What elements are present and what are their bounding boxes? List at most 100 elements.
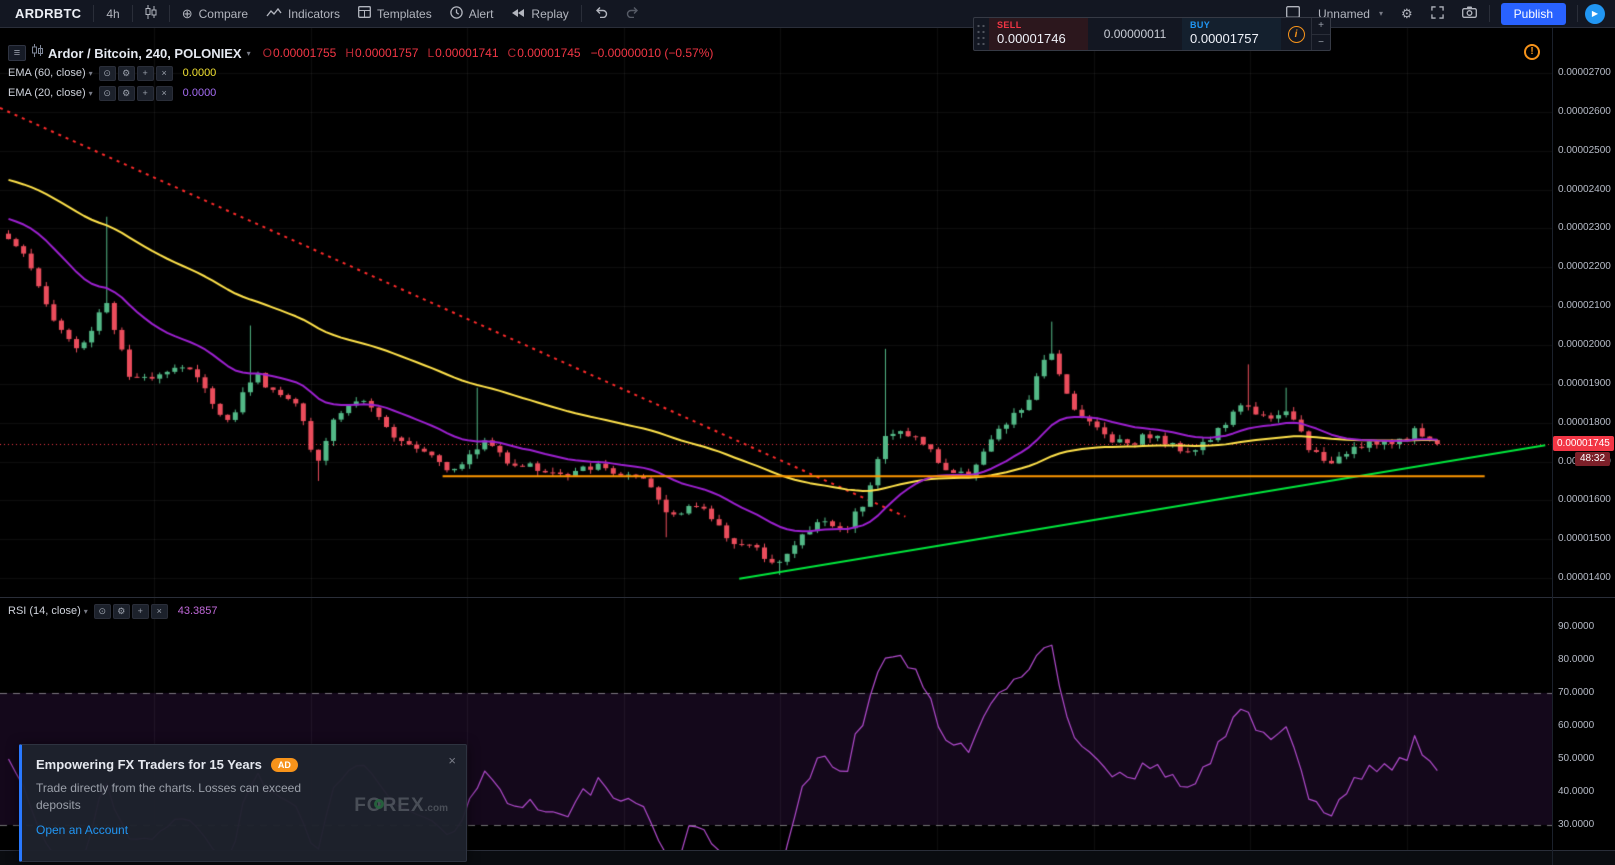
- indicators-icon: [266, 7, 282, 21]
- indicator-label[interactable]: RSI (14, close): [8, 605, 81, 617]
- sell-price: 0.00001746: [997, 31, 1066, 46]
- price-axis-label: 0.00002600: [1558, 105, 1611, 117]
- indicator-row-rsi: RSI (14, close) ▾ ⊙ ⚙ + × 43.3857: [8, 602, 218, 620]
- interval-button[interactable]: 4h: [106, 6, 120, 21]
- symbol-button[interactable]: ARDRBTC: [6, 0, 90, 28]
- chevron-down-icon[interactable]: ▾: [88, 88, 93, 98]
- price-axis-label: 0.00001800: [1558, 416, 1611, 428]
- symbol-title[interactable]: Ardor / Bitcoin, 240, POLONIEX: [48, 45, 242, 61]
- indicator-settings-button[interactable]: ⚙: [117, 65, 135, 81]
- rsi-axis-label: 60.0000: [1558, 720, 1595, 731]
- order-info: i: [1281, 18, 1311, 50]
- price-axis-label: 0.00002100: [1558, 300, 1611, 312]
- indicator-value: 0.0000: [182, 87, 217, 99]
- order-panel: SELL 0.00001746 0.00000011 BUY 0.0000175…: [973, 17, 1331, 51]
- toolbar-divider: [1488, 5, 1490, 22]
- ohlc-low: L0.00001741: [427, 46, 499, 60]
- rsi-axis-label: 30.0000: [1558, 819, 1595, 830]
- ohlc-close: C0.00001745: [507, 46, 581, 60]
- candlestick-icon: [145, 5, 157, 22]
- indicator-add-button[interactable]: +: [136, 65, 154, 81]
- chevron-down-icon[interactable]: ▾: [83, 606, 88, 616]
- indicator-row-ema60: EMA (60, close) ▾ ⊙ ⚙ + × 0.0000: [8, 64, 713, 82]
- plus-button[interactable]: +: [1312, 18, 1330, 35]
- price-axis-border: [1552, 28, 1553, 865]
- chart-type-button[interactable]: [136, 0, 166, 28]
- indicator-row-ema20: EMA (20, close) ▾ ⊙ ⚙ + × 0.0000: [8, 84, 713, 102]
- price-axis-label: 0.00001400: [1558, 572, 1611, 584]
- order-size-stepper: + −: [1311, 18, 1330, 50]
- buy-button[interactable]: BUY 0.00001757: [1181, 18, 1281, 50]
- current-price-tag: 0.00001745: [1553, 436, 1614, 452]
- price-chart-canvas[interactable]: [0, 28, 1553, 598]
- publish-button[interactable]: Publish: [1500, 2, 1566, 25]
- drag-handle-icon[interactable]: [976, 23, 987, 45]
- replay-icon: [511, 7, 525, 21]
- price-axis-label: 0.00002000: [1558, 338, 1611, 350]
- close-icon[interactable]: ×: [448, 753, 456, 768]
- templates-button[interactable]: Templates: [349, 0, 441, 28]
- rsi-axis-label: 80.0000: [1558, 654, 1595, 665]
- chevron-down-icon[interactable]: ▾: [88, 68, 93, 78]
- forex-logo-ring: [374, 799, 385, 809]
- collapse-toolbar-button[interactable]: ▶: [1585, 3, 1605, 24]
- bar-countdown-tag: 48:32: [1575, 452, 1611, 467]
- indicator-settings-button[interactable]: ⚙: [117, 85, 135, 101]
- indicator-eye-button[interactable]: ⊙: [93, 603, 111, 619]
- sell-button[interactable]: SELL 0.00001746: [989, 18, 1089, 50]
- rsi-axis-label: 40.0000: [1558, 786, 1595, 797]
- price-axis-label: 0.00002200: [1558, 261, 1611, 273]
- indicator-value: 0.0000: [182, 67, 217, 79]
- info-icon[interactable]: i: [1287, 25, 1305, 43]
- pane-separator[interactable]: [0, 597, 1615, 598]
- settings-button[interactable]: ⚙: [1392, 0, 1422, 28]
- chart-menu-button[interactable]: ≡: [8, 45, 26, 61]
- layout-name-dropdown[interactable]: Unnamed ▾: [1317, 6, 1383, 21]
- time-axis-separator: [0, 850, 1615, 851]
- snapshot-button[interactable]: [1453, 0, 1486, 28]
- rsi-legend: RSI (14, close) ▾ ⊙ ⚙ + × 43.3857: [8, 602, 218, 622]
- ad-badge: AD: [270, 757, 298, 772]
- play-icon: ▶: [1591, 9, 1599, 18]
- chevron-down-icon[interactable]: ▾: [246, 48, 251, 58]
- templates-icon: [358, 6, 371, 21]
- minus-button[interactable]: −: [1318, 36, 1324, 48]
- indicator-value: 43.3857: [177, 605, 218, 617]
- indicators-button[interactable]: Indicators: [257, 0, 349, 28]
- redo-button[interactable]: [617, 0, 649, 28]
- fullscreen-icon: [1430, 5, 1444, 22]
- undo-button[interactable]: [585, 0, 617, 28]
- indicator-eye-button[interactable]: ⊙: [98, 65, 116, 81]
- fullscreen-button[interactable]: [1422, 0, 1453, 28]
- rsi-axis-label: 50.0000: [1558, 753, 1595, 764]
- compare-button[interactable]: ⊕ Compare: [181, 6, 248, 21]
- indicator-label[interactable]: EMA (20, close): [8, 87, 86, 99]
- ohlc-high: H0.00001757: [345, 46, 419, 60]
- indicator-remove-button[interactable]: ×: [155, 65, 173, 81]
- data-delay-warning-icon[interactable]: !: [1524, 44, 1540, 60]
- ohlc-open: O0.00001755: [262, 46, 337, 60]
- buy-price: 0.00001757: [1190, 31, 1259, 46]
- price-axis-label: 0.00002400: [1558, 183, 1611, 195]
- chart-style-icon: [31, 44, 44, 62]
- toolbar-divider: [131, 5, 133, 22]
- indicator-remove-button[interactable]: ×: [155, 85, 173, 101]
- indicator-remove-button[interactable]: ×: [150, 603, 168, 619]
- price-axis-label: 0.00001600: [1558, 494, 1611, 506]
- indicator-add-button[interactable]: +: [136, 85, 154, 101]
- replay-button[interactable]: Replay: [502, 0, 577, 28]
- indicator-add-button[interactable]: +: [131, 603, 149, 619]
- alert-button[interactable]: Alert: [441, 0, 503, 28]
- price-axis-label: 0.00001900: [1558, 377, 1611, 389]
- undo-icon: [594, 6, 608, 21]
- ad-title: Empowering FX Traders for 15 Years: [36, 757, 262, 772]
- price-axis-label: 0.00001500: [1558, 533, 1611, 545]
- indicator-eye-button[interactable]: ⊙: [98, 85, 116, 101]
- ad-open-account-link[interactable]: Open an Account: [36, 822, 129, 837]
- gear-icon: ⚙: [1400, 6, 1413, 21]
- indicator-label[interactable]: EMA (60, close): [8, 67, 86, 79]
- indicator-settings-button[interactable]: ⚙: [112, 603, 130, 619]
- redo-icon: [626, 6, 640, 21]
- chart-legend: ≡ Ardor / Bitcoin, 240, POLONIEX ▾ O0.00…: [8, 44, 713, 104]
- price-axis-label: 0.00002300: [1558, 222, 1611, 234]
